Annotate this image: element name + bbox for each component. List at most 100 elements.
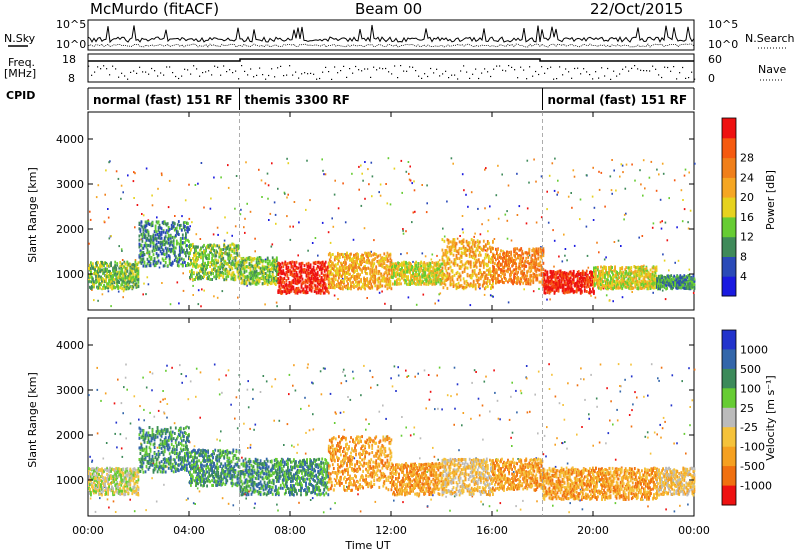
echo-cell <box>429 266 432 270</box>
echo-cell <box>234 257 237 261</box>
echo-cell <box>518 264 521 268</box>
echo-cell <box>156 260 159 264</box>
echo-cell <box>353 254 355 257</box>
echo-cell <box>570 273 573 277</box>
echo-cell <box>400 268 402 272</box>
echo-cell <box>327 253 330 257</box>
echo-cell <box>485 167 487 170</box>
echo-cell <box>471 272 474 276</box>
echo-cell <box>513 247 515 251</box>
nave-dot <box>490 75 492 78</box>
echo-cell <box>604 205 606 208</box>
echo-cell <box>336 257 338 260</box>
echo-cell <box>370 285 373 289</box>
echo-cell <box>224 216 226 219</box>
nave-dot <box>127 78 129 80</box>
echo-cell <box>466 273 469 277</box>
echo-cell <box>295 274 298 278</box>
echo-cell <box>569 280 572 283</box>
echo-cell <box>258 277 261 281</box>
echo-cell <box>608 299 611 302</box>
echo-cell <box>563 280 566 284</box>
nave-dot <box>595 71 597 73</box>
echo-cell <box>569 276 572 280</box>
echo-cell <box>385 283 388 287</box>
echo-cell <box>278 268 281 272</box>
echo-cell <box>422 264 425 268</box>
echo-cell <box>389 203 392 206</box>
echo-cell <box>257 279 260 283</box>
echo-cell <box>383 252 386 256</box>
echo-cell <box>668 197 670 200</box>
echo-cell <box>527 269 530 273</box>
echo-cell <box>446 275 449 278</box>
echo-cell <box>386 274 389 277</box>
echo-cell <box>93 266 95 270</box>
echo-cell <box>158 231 161 234</box>
echo-cell <box>271 261 274 264</box>
echo-cell <box>316 260 319 264</box>
echo-cell <box>477 207 479 210</box>
echo-cell <box>396 270 398 274</box>
beam-title: Beam 00 <box>355 0 422 18</box>
echo-cell <box>257 265 260 269</box>
date-title: 22/Oct/2015 <box>590 0 683 18</box>
echo-cell <box>424 264 427 268</box>
echo-cell <box>473 244 476 247</box>
echo-cell <box>355 252 357 256</box>
echo-cell <box>577 272 580 276</box>
echo-cell <box>391 275 393 279</box>
echo-cell <box>514 275 516 279</box>
echo-cell <box>428 278 431 282</box>
nave-dot <box>157 75 159 77</box>
echo-cell <box>563 287 566 291</box>
echo-cell <box>121 276 124 280</box>
echo-cell <box>224 261 227 265</box>
echo-cell <box>300 268 303 272</box>
nsky-trace <box>87 24 695 44</box>
echo-cell <box>302 280 305 284</box>
echo-cell <box>222 271 225 275</box>
echo-cell <box>109 270 111 274</box>
echo-cell <box>151 194 153 197</box>
echo-cell <box>245 280 248 284</box>
echo-cell <box>245 269 248 273</box>
echo-cell <box>280 276 283 280</box>
echo-cell <box>99 270 101 274</box>
echo-cell <box>174 255 177 259</box>
nave-dot <box>607 67 609 70</box>
echo-cell <box>435 278 438 282</box>
nave-dot <box>145 71 147 73</box>
echo-cell <box>346 251 348 255</box>
echo-cell <box>437 280 440 284</box>
nave-dot <box>367 68 369 70</box>
echo-cell <box>500 268 502 272</box>
echo-cell <box>262 270 265 273</box>
echo-cell <box>410 263 412 267</box>
echo-cell <box>581 283 584 287</box>
echo-cell <box>299 290 302 294</box>
echo-cell <box>216 274 219 278</box>
nave-dot <box>646 70 648 72</box>
echo-cell <box>353 269 355 273</box>
echo-cell <box>533 251 536 255</box>
echo-cell <box>251 264 254 268</box>
echo-cell <box>365 260 367 264</box>
echo-cell <box>326 270 329 274</box>
echo-cell <box>298 288 301 292</box>
echo-cell <box>167 241 170 245</box>
echo-cell <box>197 251 199 255</box>
nave-dot <box>670 70 672 72</box>
echo-cell <box>447 256 450 260</box>
echo-cell <box>171 249 174 253</box>
echo-cell <box>325 289 328 293</box>
echo-cell <box>398 262 400 265</box>
echo-cell <box>389 261 392 264</box>
echo-cell <box>586 254 589 257</box>
echo-cell <box>203 250 205 254</box>
echo-cell <box>531 265 534 269</box>
echo-cell <box>355 284 357 288</box>
echo-cell <box>526 207 529 210</box>
echo-cell <box>122 274 125 278</box>
echo-cell <box>268 269 271 273</box>
